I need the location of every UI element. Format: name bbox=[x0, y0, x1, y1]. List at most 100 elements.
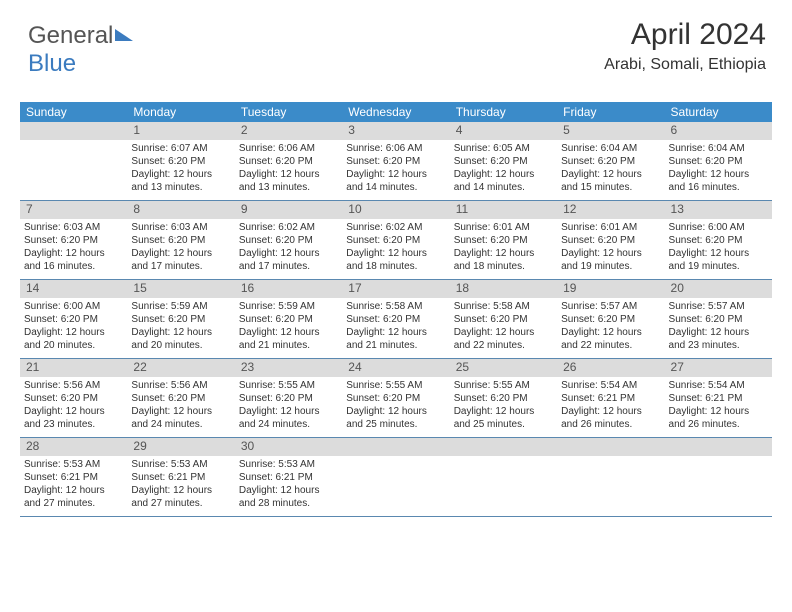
day-info-line: Sunset: 6:20 PM bbox=[131, 313, 230, 326]
day-number: 28 bbox=[20, 438, 127, 456]
day-info-line: Daylight: 12 hours bbox=[454, 247, 553, 260]
day-info-line: Sunrise: 6:04 AM bbox=[561, 142, 660, 155]
day-info-line: and 19 minutes. bbox=[561, 260, 660, 273]
day-info: Sunrise: 5:53 AMSunset: 6:21 PMDaylight:… bbox=[127, 456, 234, 514]
day-info-line: Sunset: 6:21 PM bbox=[24, 471, 123, 484]
day-info-line: Daylight: 12 hours bbox=[561, 168, 660, 181]
day-number: 23 bbox=[235, 359, 342, 377]
day-info: Sunrise: 5:56 AMSunset: 6:20 PMDaylight:… bbox=[127, 377, 234, 435]
day-number: 11 bbox=[450, 201, 557, 219]
dow-header-cell: Friday bbox=[557, 102, 664, 122]
day-number: 1 bbox=[127, 122, 234, 140]
day-info-line: Sunset: 6:20 PM bbox=[346, 392, 445, 405]
day-info: Sunrise: 5:55 AMSunset: 6:20 PMDaylight:… bbox=[450, 377, 557, 435]
day-number: 19 bbox=[557, 280, 664, 298]
calendar-week-row: 1Sunrise: 6:07 AMSunset: 6:20 PMDaylight… bbox=[20, 122, 772, 201]
day-info: Sunrise: 6:01 AMSunset: 6:20 PMDaylight:… bbox=[450, 219, 557, 277]
day-info-line: Sunrise: 5:59 AM bbox=[131, 300, 230, 313]
day-info-line: Daylight: 12 hours bbox=[346, 247, 445, 260]
day-info-line: and 23 minutes. bbox=[669, 339, 768, 352]
day-info-line: and 14 minutes. bbox=[454, 181, 553, 194]
day-number: 17 bbox=[342, 280, 449, 298]
day-info-line: and 27 minutes. bbox=[131, 497, 230, 510]
day-info-line: and 21 minutes. bbox=[346, 339, 445, 352]
day-info: Sunrise: 5:53 AMSunset: 6:21 PMDaylight:… bbox=[235, 456, 342, 514]
calendar-day-cell: 19Sunrise: 5:57 AMSunset: 6:20 PMDayligh… bbox=[557, 280, 664, 358]
day-info-line: Sunrise: 6:00 AM bbox=[24, 300, 123, 313]
calendar-day-cell: 20Sunrise: 5:57 AMSunset: 6:20 PMDayligh… bbox=[665, 280, 772, 358]
day-number: 5 bbox=[557, 122, 664, 140]
day-info: Sunrise: 5:59 AMSunset: 6:20 PMDaylight:… bbox=[235, 298, 342, 356]
calendar-day-cell: 9Sunrise: 6:02 AMSunset: 6:20 PMDaylight… bbox=[235, 201, 342, 279]
day-info-line: Daylight: 12 hours bbox=[454, 326, 553, 339]
calendar-day-cell bbox=[450, 438, 557, 516]
day-info-line: Sunset: 6:20 PM bbox=[454, 392, 553, 405]
calendar-week-row: 21Sunrise: 5:56 AMSunset: 6:20 PMDayligh… bbox=[20, 359, 772, 438]
calendar-day-cell: 13Sunrise: 6:00 AMSunset: 6:20 PMDayligh… bbox=[665, 201, 772, 279]
day-info-line: and 14 minutes. bbox=[346, 181, 445, 194]
day-info-line: Daylight: 12 hours bbox=[454, 405, 553, 418]
logo-text-2: Blue bbox=[28, 50, 76, 77]
day-number: 29 bbox=[127, 438, 234, 456]
day-info-line: and 13 minutes. bbox=[131, 181, 230, 194]
day-info-line: and 16 minutes. bbox=[24, 260, 123, 273]
day-info: Sunrise: 5:54 AMSunset: 6:21 PMDaylight:… bbox=[665, 377, 772, 435]
day-info: Sunrise: 5:55 AMSunset: 6:20 PMDaylight:… bbox=[235, 377, 342, 435]
day-number: 13 bbox=[665, 201, 772, 219]
day-info-line: Sunrise: 6:02 AM bbox=[346, 221, 445, 234]
calendar-day-cell: 7Sunrise: 6:03 AMSunset: 6:20 PMDaylight… bbox=[20, 201, 127, 279]
day-info-line: Daylight: 12 hours bbox=[239, 168, 338, 181]
day-info-line: Daylight: 12 hours bbox=[239, 326, 338, 339]
calendar-day-cell: 23Sunrise: 5:55 AMSunset: 6:20 PMDayligh… bbox=[235, 359, 342, 437]
day-info-line: and 20 minutes. bbox=[131, 339, 230, 352]
calendar-day-cell: 30Sunrise: 5:53 AMSunset: 6:21 PMDayligh… bbox=[235, 438, 342, 516]
day-info: Sunrise: 6:03 AMSunset: 6:20 PMDaylight:… bbox=[20, 219, 127, 277]
day-info-line: Sunset: 6:20 PM bbox=[454, 234, 553, 247]
day-number: 27 bbox=[665, 359, 772, 377]
day-info-line: Sunset: 6:20 PM bbox=[239, 313, 338, 326]
day-number bbox=[20, 122, 127, 140]
day-number: 2 bbox=[235, 122, 342, 140]
day-info-line: and 25 minutes. bbox=[346, 418, 445, 431]
calendar-day-cell: 18Sunrise: 5:58 AMSunset: 6:20 PMDayligh… bbox=[450, 280, 557, 358]
day-number bbox=[557, 438, 664, 456]
calendar-day-cell: 24Sunrise: 5:55 AMSunset: 6:20 PMDayligh… bbox=[342, 359, 449, 437]
day-info: Sunrise: 6:00 AMSunset: 6:20 PMDaylight:… bbox=[665, 219, 772, 277]
logo-triangle-icon bbox=[115, 29, 133, 41]
dow-header-cell: Monday bbox=[127, 102, 234, 122]
day-info-line: Sunset: 6:20 PM bbox=[454, 155, 553, 168]
calendar-day-cell: 1Sunrise: 6:07 AMSunset: 6:20 PMDaylight… bbox=[127, 122, 234, 200]
day-info-line: Sunset: 6:20 PM bbox=[131, 392, 230, 405]
day-info-line: and 27 minutes. bbox=[24, 497, 123, 510]
day-number: 8 bbox=[127, 201, 234, 219]
day-number: 6 bbox=[665, 122, 772, 140]
day-number bbox=[665, 438, 772, 456]
day-info-line: Sunrise: 5:57 AM bbox=[669, 300, 768, 313]
day-info-line: Sunset: 6:20 PM bbox=[24, 392, 123, 405]
dow-header-row: SundayMondayTuesdayWednesdayThursdayFrid… bbox=[20, 102, 772, 122]
calendar-day-cell: 4Sunrise: 6:05 AMSunset: 6:20 PMDaylight… bbox=[450, 122, 557, 200]
day-info-line: and 24 minutes. bbox=[131, 418, 230, 431]
day-info-line: Sunset: 6:20 PM bbox=[454, 313, 553, 326]
day-info-line: Daylight: 12 hours bbox=[24, 326, 123, 339]
day-info-line: Sunset: 6:20 PM bbox=[131, 155, 230, 168]
day-info-line: Daylight: 12 hours bbox=[24, 484, 123, 497]
dow-header-cell: Wednesday bbox=[342, 102, 449, 122]
day-info-line: Sunset: 6:20 PM bbox=[24, 234, 123, 247]
day-info-line: Daylight: 12 hours bbox=[24, 405, 123, 418]
day-info: Sunrise: 6:07 AMSunset: 6:20 PMDaylight:… bbox=[127, 140, 234, 198]
dow-header-cell: Sunday bbox=[20, 102, 127, 122]
calendar-day-cell bbox=[665, 438, 772, 516]
calendar-day-cell bbox=[342, 438, 449, 516]
day-info-line: Sunrise: 5:56 AM bbox=[24, 379, 123, 392]
day-info-line: Daylight: 12 hours bbox=[669, 247, 768, 260]
day-info-line: Sunset: 6:20 PM bbox=[346, 234, 445, 247]
day-info-line: Daylight: 12 hours bbox=[561, 326, 660, 339]
day-info-line: Sunrise: 5:59 AM bbox=[239, 300, 338, 313]
day-info-line: and 28 minutes. bbox=[239, 497, 338, 510]
day-info-line: Daylight: 12 hours bbox=[346, 326, 445, 339]
day-info-line: Sunset: 6:21 PM bbox=[561, 392, 660, 405]
day-number: 3 bbox=[342, 122, 449, 140]
day-info-line: and 17 minutes. bbox=[131, 260, 230, 273]
day-info-line: Daylight: 12 hours bbox=[454, 168, 553, 181]
